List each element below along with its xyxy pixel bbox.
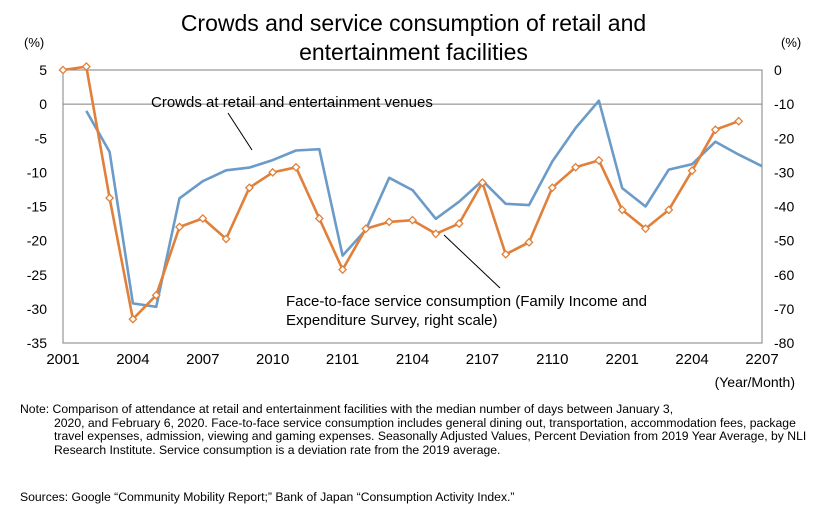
data-point-marker [81,62,91,72]
data-point-marker [687,166,697,176]
x-axis-tick-label: 2101 [326,351,359,368]
data-point-marker [454,219,464,229]
left-axis-tick-label: -30 [27,301,47,317]
right-axis-tick-label: -60 [774,267,794,283]
data-point-marker [710,125,720,135]
left-axis-tick-label: 5 [39,62,47,78]
series-line-2 [62,65,740,321]
chart-title-line1: Crowds and service consumption of retail… [180,10,647,36]
note-continuation: 2020, and February 6, 2020. Face-to-face… [54,415,807,457]
data-point-marker [524,237,534,247]
data-point-marker [221,234,231,244]
x-axis-tick-label: 2010 [256,351,289,368]
left-axis-tick-label: -25 [27,267,47,283]
series-label-crowds: Crowds at retail and entertainment venue… [151,94,433,111]
chart-note: Note: Comparison of attendance at retail… [20,402,810,457]
x-axis-unit: (Year/Month) [715,374,795,390]
series-line-1 [85,99,763,309]
x-axis-tick-label: 2201 [606,351,639,368]
x-axis-tick-label: 2104 [396,351,429,368]
data-point-marker [617,205,627,215]
x-axis-tick-label: 2001 [46,351,79,368]
left-axis-tick-label: 0 [39,96,47,112]
data-point-marker [244,183,254,193]
left-axis-tick-label: -10 [27,164,47,180]
data-point-marker [571,162,581,172]
note-first-line: Note: Comparison of attendance at retail… [20,402,674,416]
data-point-marker [291,162,301,172]
data-point-marker [128,314,138,324]
data-point-marker [361,224,371,234]
left-axis-tick-label: -5 [35,130,48,146]
data-point-marker [314,213,324,223]
data-point-marker [105,193,115,203]
data-point-marker [384,217,394,227]
x-axis-tick-label: 2204 [675,351,708,368]
data-point-marker [664,205,674,215]
data-point-marker [338,265,348,275]
right-axis-tick-label: -10 [774,96,794,112]
data-point-marker [151,290,161,300]
series-label-consumption: Face-to-face service consumption (Family… [286,293,647,329]
plot-frame [62,69,763,344]
data-point-marker [407,215,418,225]
data-point-marker [431,229,441,239]
chart-title-line2: entertainment facilities [299,39,528,65]
data-point-marker [547,183,557,193]
right-axis-tick-label: -40 [774,199,794,215]
right-axis-tick-label: -20 [774,130,794,146]
data-point-marker [174,222,185,232]
x-axis-tick-label: 2207 [745,351,778,368]
leader-line-consumption [443,234,501,289]
right-axis-tick-label: -30 [774,164,794,180]
right-axis-unit: (%) [781,35,802,50]
data-point-marker [594,155,604,165]
line-chart: 5 0 -5 -10 -15 -20 -25 -30 -35 0 -10 -20 -30 -40 -50 -6… [27,62,795,390]
x-axis-tick-label: 2110 [536,351,568,368]
left-axis-tick-label: -15 [27,199,47,215]
data-point-marker [58,65,68,75]
right-axis-tick-label: -50 [774,233,794,249]
left-axis-unit: (%) [24,35,45,50]
x-axis-tick-label: 2007 [186,351,219,368]
data-point-marker [198,213,208,223]
right-axis-tick-label: -80 [774,335,794,351]
data-point-marker [640,224,651,234]
right-axis-tick-label: -70 [774,301,794,317]
data-point-marker [734,116,744,126]
left-axis-tick-label: -20 [27,233,47,249]
left-axis-tick-label: -35 [27,335,47,351]
leader-line-crowds [227,112,253,151]
data-point-marker [268,167,278,177]
x-axis-tick-label: 2107 [466,351,499,368]
data-point-marker [477,178,487,188]
chart-sources: Sources: Google “Community Mobility Repo… [20,490,515,504]
x-axis-tick-label: 2004 [116,351,149,368]
right-axis-tick-label: 0 [774,62,782,78]
data-point-marker [501,249,511,259]
